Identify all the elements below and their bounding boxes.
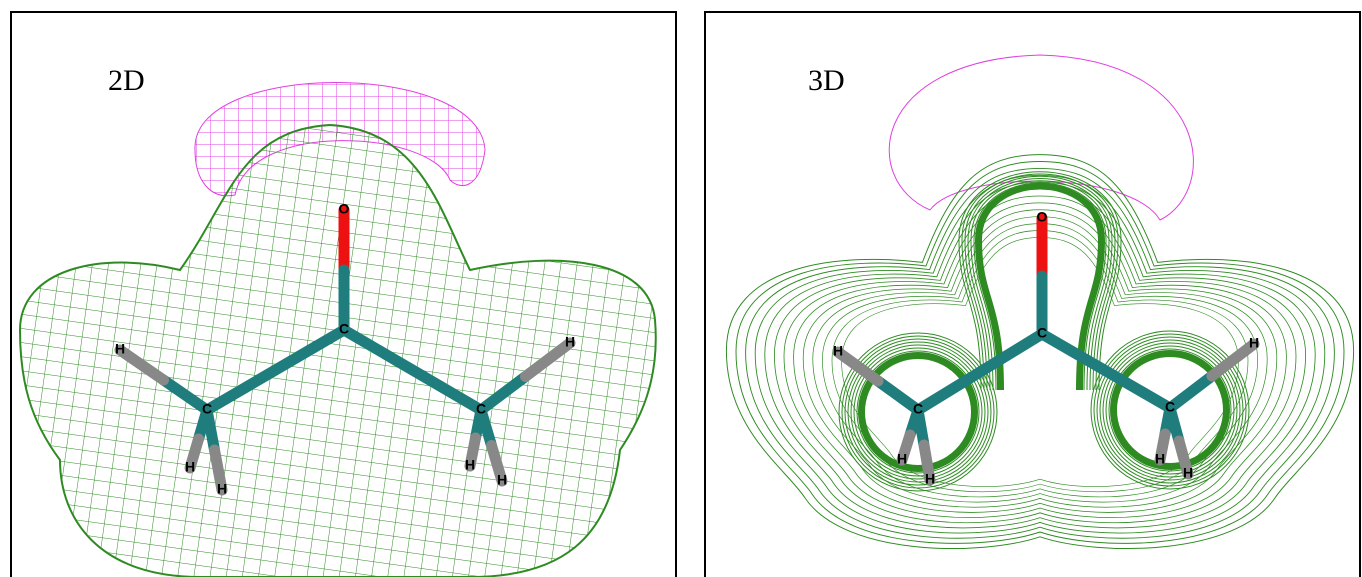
atom-label: H: [185, 459, 195, 475]
atom-label: O: [1037, 209, 1048, 225]
atom-label: H: [1155, 451, 1165, 467]
bond: [1042, 334, 1170, 408]
panel-label: 3D: [808, 64, 845, 97]
figure: O C C C H H H H H H O C C C H H H H H H 2D 3D: [0, 0, 1362, 577]
atom-label: C: [913, 401, 923, 417]
atom-label: C: [476, 401, 486, 417]
panel-border: [705, 12, 1360, 577]
atom-label: H: [925, 471, 935, 487]
atom-label: H: [1249, 335, 1259, 351]
atom-label: H: [497, 472, 507, 488]
atom-label: O: [339, 201, 350, 217]
atom-label: H: [897, 451, 907, 467]
atom-label: H: [833, 343, 843, 359]
atom-label: C: [202, 401, 212, 417]
panel-label: 2D: [108, 64, 145, 97]
atom-label: H: [1183, 465, 1193, 481]
atom-label: C: [339, 321, 349, 337]
magenta-contour: [889, 55, 1193, 220]
atom-label: H: [115, 341, 125, 357]
bond: [918, 334, 1042, 410]
atom-label: C: [1037, 325, 1047, 341]
bond: [1170, 376, 1212, 408]
atom-label: H: [217, 481, 227, 497]
atom-label: C: [1165, 399, 1175, 415]
atom-label: H: [465, 457, 475, 473]
atom-label: H: [565, 334, 575, 350]
